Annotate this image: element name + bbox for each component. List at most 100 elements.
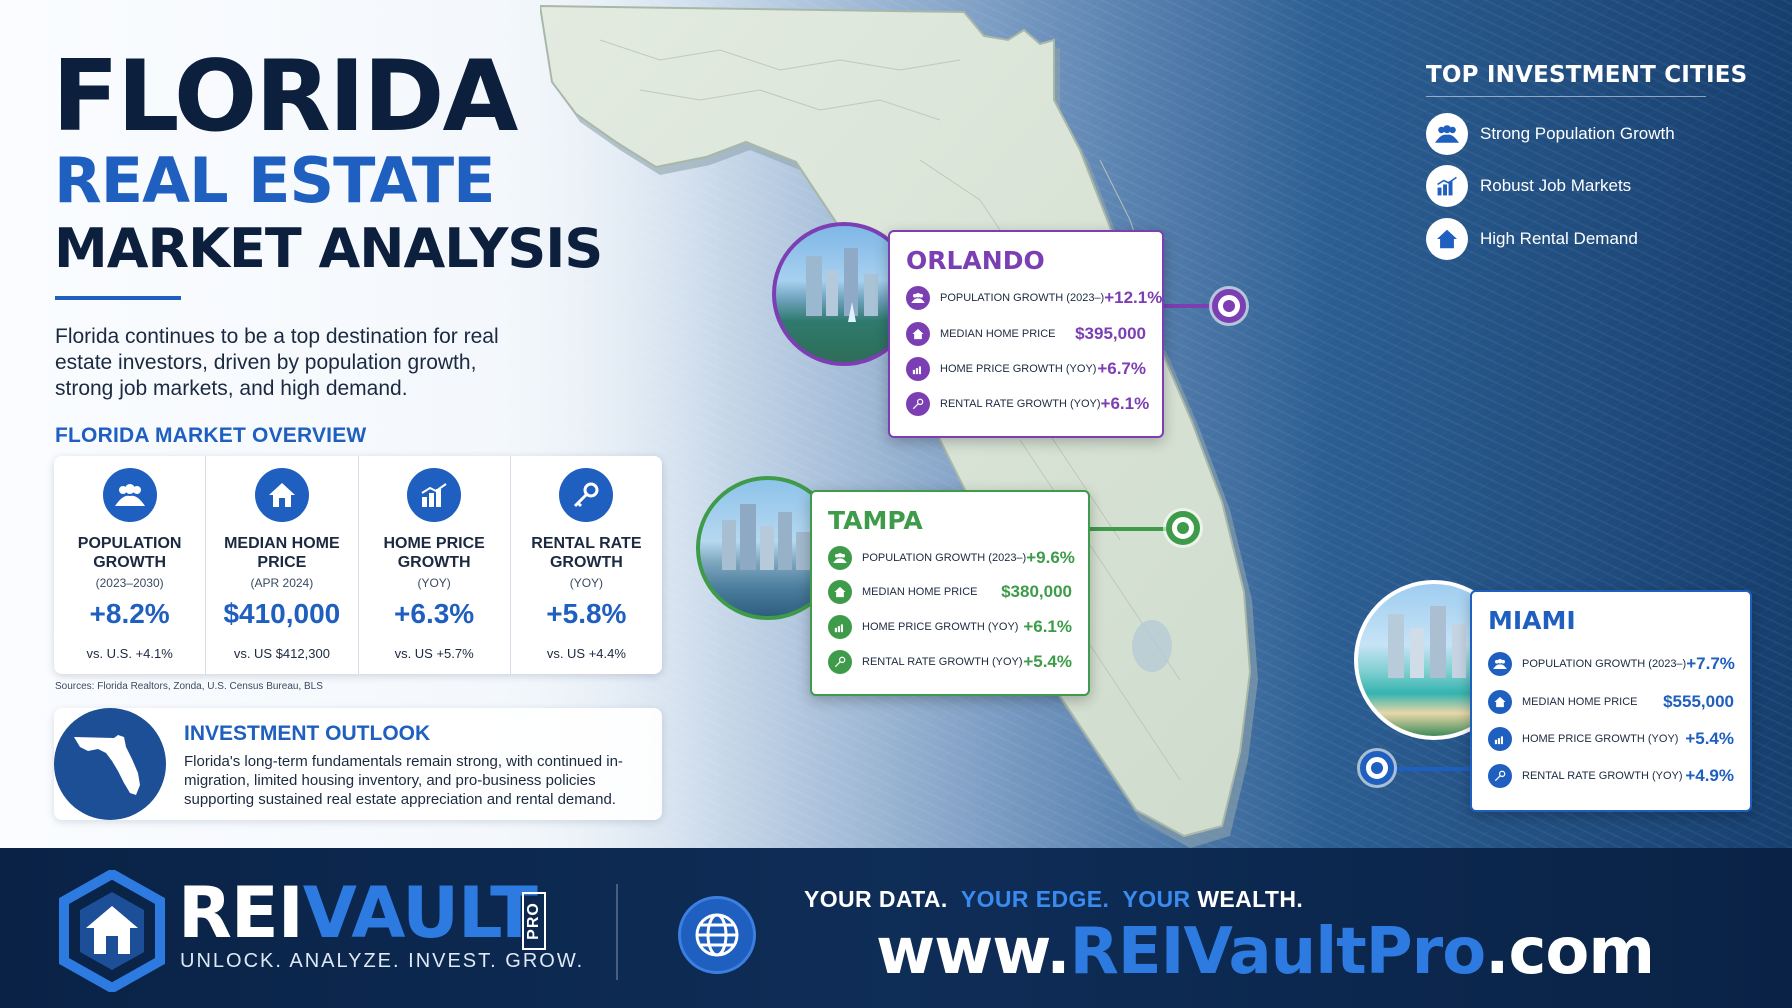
row-value: $395,000 xyxy=(1075,324,1146,343)
slogan-part: WEALTH. xyxy=(1197,886,1304,912)
investment-outlook-card: INVESTMENT OUTLOOK Florida's long-term f… xyxy=(54,708,662,820)
miami-card: MIAMI POPULATION GROWTH (2023–) +7.7% ME… xyxy=(1470,590,1752,812)
title-line-1: FLORIDA xyxy=(52,40,518,154)
key-icon xyxy=(559,468,614,522)
market-overview-card: POPULATION GROWTH (2023–2030) +8.2% vs. … xyxy=(54,456,662,674)
outlook-text: Florida's long-term fundamentals remain … xyxy=(184,753,623,808)
metric-label: HOME PRICE GROWTH xyxy=(383,535,485,571)
orlando-connector xyxy=(1164,304,1228,308)
legend-label: Robust Job Markets xyxy=(1480,176,1632,195)
miami-map-pin[interactable] xyxy=(1360,751,1394,785)
people-icon xyxy=(1426,113,1468,155)
miami-photo xyxy=(1354,580,1514,740)
row-label: POPULATION GROWTH (2023–) xyxy=(1522,658,1687,670)
metric-label: POPULATION GROWTH xyxy=(77,535,182,571)
metric-value: +8.2% xyxy=(89,598,170,629)
legend-item-population: Strong Population Growth xyxy=(1426,113,1675,155)
brand-tagline: UNLOCK. ANALYZE. INVEST. GROW. xyxy=(180,950,585,972)
overview-heading: FLORIDA MARKET OVERVIEW xyxy=(55,424,367,447)
row-label: POPULATION GROWTH (2023–) xyxy=(862,552,1027,564)
city-row-median-price: MEDIAN HOME PRICE $380,000 xyxy=(828,580,1072,604)
row-label: MEDIAN HOME PRICE xyxy=(1522,696,1638,708)
overview-metric-population: POPULATION GROWTH (2023–2030) +8.2% vs. … xyxy=(54,456,205,674)
brand-part-rei: REI xyxy=(178,872,304,954)
brand-wordmark[interactable]: REIVAULT xyxy=(178,878,538,948)
row-value: +7.7% xyxy=(1686,654,1735,673)
row-value: +5.4% xyxy=(1685,729,1734,748)
city-row-population: POPULATION GROWTH (2023–) +12.1% xyxy=(906,286,1162,310)
row-value: $380,000 xyxy=(1001,582,1072,601)
overview-metric-rental-growth: RENTAL RATE GROWTH (YOY) +5.8% vs. US +4… xyxy=(509,456,662,674)
orlando-map-pin[interactable]: .pin-o::after{background:#7b3fb3} xyxy=(1212,289,1246,323)
website-url-link[interactable]: www.REIVaultPro.com xyxy=(876,920,1655,984)
url-part: Pro xyxy=(1365,915,1486,989)
people-icon xyxy=(102,468,157,522)
florida-outline-icon xyxy=(54,708,166,820)
pro-badge: PRO xyxy=(522,892,546,950)
city-name: TAMPA xyxy=(828,506,923,535)
city-name: ORLANDO xyxy=(906,246,1045,275)
overview-metric-median-price: MEDIAN HOME PRICE (APR 2024) $410,000 vs… xyxy=(205,456,357,674)
home-icon xyxy=(254,468,309,522)
sources-note: Sources: Florida Realtors, Zonda, U.S. C… xyxy=(55,681,323,692)
legend-heading: TOP INVESTMENT CITIES xyxy=(1426,62,1748,88)
metric-comparison: vs. US +4.4% xyxy=(546,646,626,661)
tampa-map-pin[interactable] xyxy=(1166,511,1200,545)
key-icon xyxy=(828,650,852,674)
map-pin-dot xyxy=(1177,522,1189,534)
row-value: +6.1% xyxy=(1100,394,1150,413)
row-label: POPULATION GROWTH (2023–) xyxy=(940,292,1105,304)
overview-metric-price-growth: HOME PRICE GROWTH (YOY) +6.3% vs. US +5.… xyxy=(357,456,510,674)
intro-text: Florida continues to be a top destinatio… xyxy=(55,325,499,400)
city-row-population: POPULATION GROWTH (2023–) +7.7% xyxy=(1488,652,1735,676)
footer-slogan: YOUR DATA. YOUR EDGE. YOUR WEALTH. xyxy=(804,886,1303,913)
home-icon xyxy=(906,322,930,346)
metric-comparison: vs. US +5.7% xyxy=(394,646,474,661)
map-pin-dot xyxy=(1223,300,1235,312)
map-pin-dot xyxy=(1371,762,1383,774)
city-row-price-growth: HOME PRICE GROWTH (YOY) +6.7% xyxy=(906,357,1146,381)
title-underline xyxy=(55,296,181,300)
infographic-stage: FLORIDA REAL ESTATE MARKET ANALYSIS Flor… xyxy=(0,0,1792,848)
tampa-card: TAMPA POPULATION GROWTH (2023–) +9.6% ME… xyxy=(810,490,1090,696)
city-row-median-price: MEDIAN HOME PRICE $555,000 xyxy=(1488,690,1734,714)
row-label: MEDIAN HOME PRICE xyxy=(862,586,978,598)
home-icon xyxy=(828,580,852,604)
key-icon xyxy=(1488,764,1512,788)
outlook-heading: INVESTMENT OUTLOOK xyxy=(184,722,431,745)
row-label: HOME PRICE GROWTH (YOY) xyxy=(862,621,1019,633)
row-label: RENTAL RATE GROWTH (YOY) xyxy=(862,656,1023,668)
city-row-rental-growth: RENTAL RATE GROWTH (YOY) +6.1% xyxy=(906,392,1149,416)
legend-label: High Rental Demand xyxy=(1480,229,1638,248)
vault-logo-icon[interactable] xyxy=(58,870,166,992)
city-row-population: POPULATION GROWTH (2023–) +9.6% xyxy=(828,546,1075,570)
row-label: MEDIAN HOME PRICE xyxy=(940,328,1056,340)
home-icon xyxy=(1426,218,1468,260)
row-value: +4.9% xyxy=(1685,766,1734,785)
title-line-2: REAL ESTATE xyxy=(54,144,495,217)
metric-subtitle: (YOY) xyxy=(569,576,604,590)
metric-label: MEDIAN HOME PRICE xyxy=(224,535,340,571)
city-name: MIAMI xyxy=(1488,606,1576,635)
key-icon xyxy=(906,392,930,416)
globe-icon[interactable] xyxy=(678,896,756,974)
footer-divider xyxy=(616,884,618,980)
chart-growth-icon xyxy=(407,468,462,522)
orlando-card: ORLANDO POPULATION GROWTH (2023–) +12.1%… xyxy=(888,230,1164,438)
city-row-median-price: MEDIAN HOME PRICE $395,000 xyxy=(906,322,1146,346)
city-row-price-growth: HOME PRICE GROWTH (YOY) +6.1% xyxy=(828,615,1072,639)
slogan-part: YOUR EDGE. xyxy=(960,886,1110,912)
url-part: .com xyxy=(1485,915,1655,989)
metric-value: +6.3% xyxy=(394,598,475,629)
row-value: +6.1% xyxy=(1023,617,1072,636)
metric-subtitle: (APR 2024) xyxy=(250,576,314,590)
metric-comparison: vs. U.S. +4.1% xyxy=(86,646,173,661)
legend-item-jobs: Robust Job Markets xyxy=(1426,165,1631,207)
chart-growth-icon xyxy=(828,615,852,639)
people-icon xyxy=(1488,652,1512,676)
people-icon xyxy=(828,546,852,570)
slogan-part: YOUR xyxy=(1122,886,1191,912)
metric-subtitle: (YOY) xyxy=(417,576,451,590)
footer-banner: REIVAULT PRO UNLOCK. ANALYZE. INVEST. GR… xyxy=(0,848,1792,1008)
url-part: www. xyxy=(876,915,1071,989)
